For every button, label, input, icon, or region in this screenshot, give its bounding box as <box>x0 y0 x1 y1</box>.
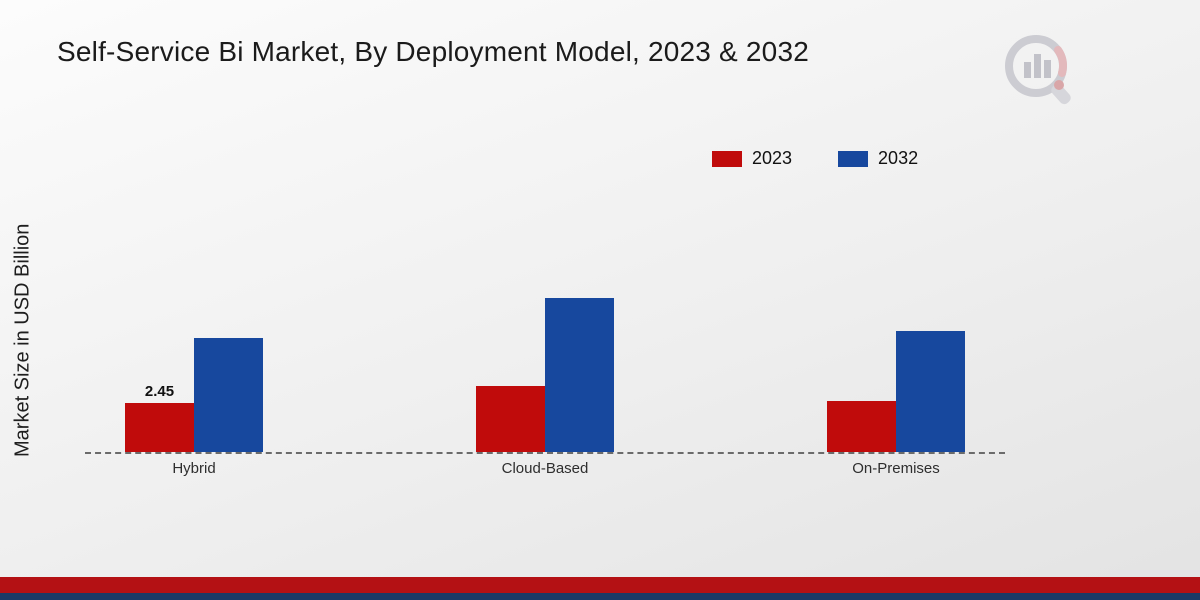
bar-wrap-hybrid-2023: 2.45 <box>125 383 194 452</box>
brand-logo <box>1005 35 1071 105</box>
legend-swatch-2023 <box>712 150 742 167</box>
y-axis-label: Market Size in USD Billion <box>11 223 34 457</box>
bar-wrap-on-premises-2023 <box>827 401 896 452</box>
page-title: Self-Service Bi Market, By Deployment Mo… <box>57 36 809 67</box>
x-axis-category-labels: Hybrid Cloud-Based On-Premises <box>85 460 1005 477</box>
footer-navy-band <box>0 593 1200 600</box>
plot-area: 2.45 <box>85 172 1005 454</box>
legend-label-2032: 2032 <box>878 148 919 168</box>
bar-wrap-cloud-based-2023 <box>476 386 545 452</box>
category-label-hybrid: Hybrid <box>172 460 216 477</box>
legend-swatch-2032 <box>838 150 869 167</box>
bar-wrap-hybrid-2032 <box>194 338 263 452</box>
legend-item-2032: 2032 <box>838 148 918 169</box>
bar-cloud-based-2023 <box>476 386 545 452</box>
bar-hybrid-2032 <box>194 338 263 452</box>
bar-cloud-based-2032 <box>545 298 614 452</box>
bar-on-premises-2023 <box>827 401 896 452</box>
bar-groups: 2.45 <box>85 172 1005 452</box>
legend-item-2023: 2023 <box>712 148 792 169</box>
bar-wrap-on-premises-2032 <box>896 331 965 452</box>
bar-wrap-cloud-based-2032 <box>545 298 614 452</box>
legend-label-2023: 2023 <box>752 148 793 168</box>
bar-group-cloud-based <box>476 298 614 452</box>
bar-hybrid-2023 <box>125 403 194 452</box>
category-label-on-premises: On-Premises <box>852 460 940 477</box>
legend: 2023 2032 <box>712 148 918 169</box>
bar-group-hybrid: 2.45 <box>125 338 263 452</box>
data-label-hybrid-2023: 2.45 <box>144 383 175 400</box>
footer-red-band <box>0 577 1200 593</box>
bar-on-premises-2032 <box>896 331 965 452</box>
category-label-cloud-based: Cloud-Based <box>501 460 589 477</box>
bar-group-on-premises <box>827 331 965 452</box>
